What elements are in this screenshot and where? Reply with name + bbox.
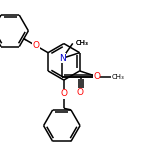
Text: CH₃: CH₃ — [76, 40, 89, 46]
Text: N: N — [59, 54, 66, 63]
Text: O: O — [33, 41, 40, 50]
Text: O: O — [93, 72, 100, 81]
Text: CH₃: CH₃ — [111, 74, 124, 79]
Text: CH₃: CH₃ — [76, 40, 89, 46]
Text: O: O — [60, 89, 67, 98]
Text: O: O — [76, 88, 83, 97]
